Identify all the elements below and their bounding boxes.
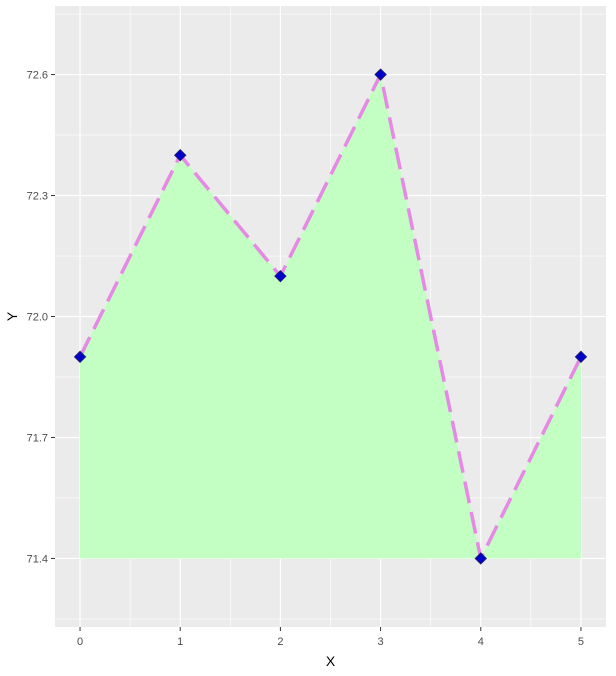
y-tick-label: 71.4 [27, 553, 48, 565]
y-tick-label: 72.6 [27, 70, 48, 82]
x-tick-label: 0 [77, 636, 83, 648]
x-axis-title: X [326, 653, 336, 669]
data-point-marker [374, 68, 387, 81]
x-tick-label: 3 [378, 636, 384, 648]
x-tick-label: 5 [578, 636, 584, 648]
data-point-marker [474, 552, 487, 565]
y-axis-title: Y [4, 311, 20, 321]
data-point-marker [73, 350, 87, 364]
y-tick-label: 72.3 [27, 191, 48, 203]
x-tick-label: 4 [478, 636, 484, 648]
y-axis-ticks: 71.4 71.7 72.0 72.3 72.6 [27, 70, 55, 565]
y-tick-label: 72.0 [27, 312, 48, 324]
data-point-marker [574, 350, 588, 364]
x-tick-label: 2 [277, 636, 283, 648]
series-line [78, 72, 583, 561]
data-point-marker [274, 269, 287, 283]
data-point-marker [174, 148, 187, 162]
x-axis-ticks: 0 1 2 3 4 5 [77, 627, 584, 648]
data-points [73, 68, 588, 565]
x-tick-label: 1 [177, 636, 183, 648]
y-tick-label: 71.7 [27, 432, 48, 444]
